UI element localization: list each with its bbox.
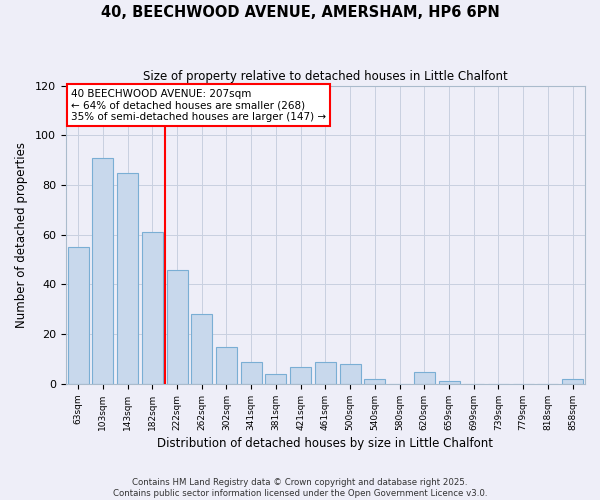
Bar <box>216 346 237 384</box>
Bar <box>315 362 336 384</box>
Bar <box>167 270 188 384</box>
Bar <box>414 372 435 384</box>
Y-axis label: Number of detached properties: Number of detached properties <box>15 142 28 328</box>
Bar <box>364 379 385 384</box>
Bar <box>241 362 262 384</box>
Text: 40 BEECHWOOD AVENUE: 207sqm
← 64% of detached houses are smaller (268)
35% of se: 40 BEECHWOOD AVENUE: 207sqm ← 64% of det… <box>71 88 326 122</box>
Text: 40, BEECHWOOD AVENUE, AMERSHAM, HP6 6PN: 40, BEECHWOOD AVENUE, AMERSHAM, HP6 6PN <box>101 5 499 20</box>
Bar <box>265 374 286 384</box>
Bar <box>117 172 138 384</box>
Text: Contains HM Land Registry data © Crown copyright and database right 2025.
Contai: Contains HM Land Registry data © Crown c… <box>113 478 487 498</box>
X-axis label: Distribution of detached houses by size in Little Chalfont: Distribution of detached houses by size … <box>157 437 493 450</box>
Bar <box>439 382 460 384</box>
Bar <box>191 314 212 384</box>
Bar <box>340 364 361 384</box>
Bar <box>142 232 163 384</box>
Bar <box>92 158 113 384</box>
Title: Size of property relative to detached houses in Little Chalfont: Size of property relative to detached ho… <box>143 70 508 83</box>
Bar <box>290 366 311 384</box>
Bar <box>562 379 583 384</box>
Bar <box>68 247 89 384</box>
